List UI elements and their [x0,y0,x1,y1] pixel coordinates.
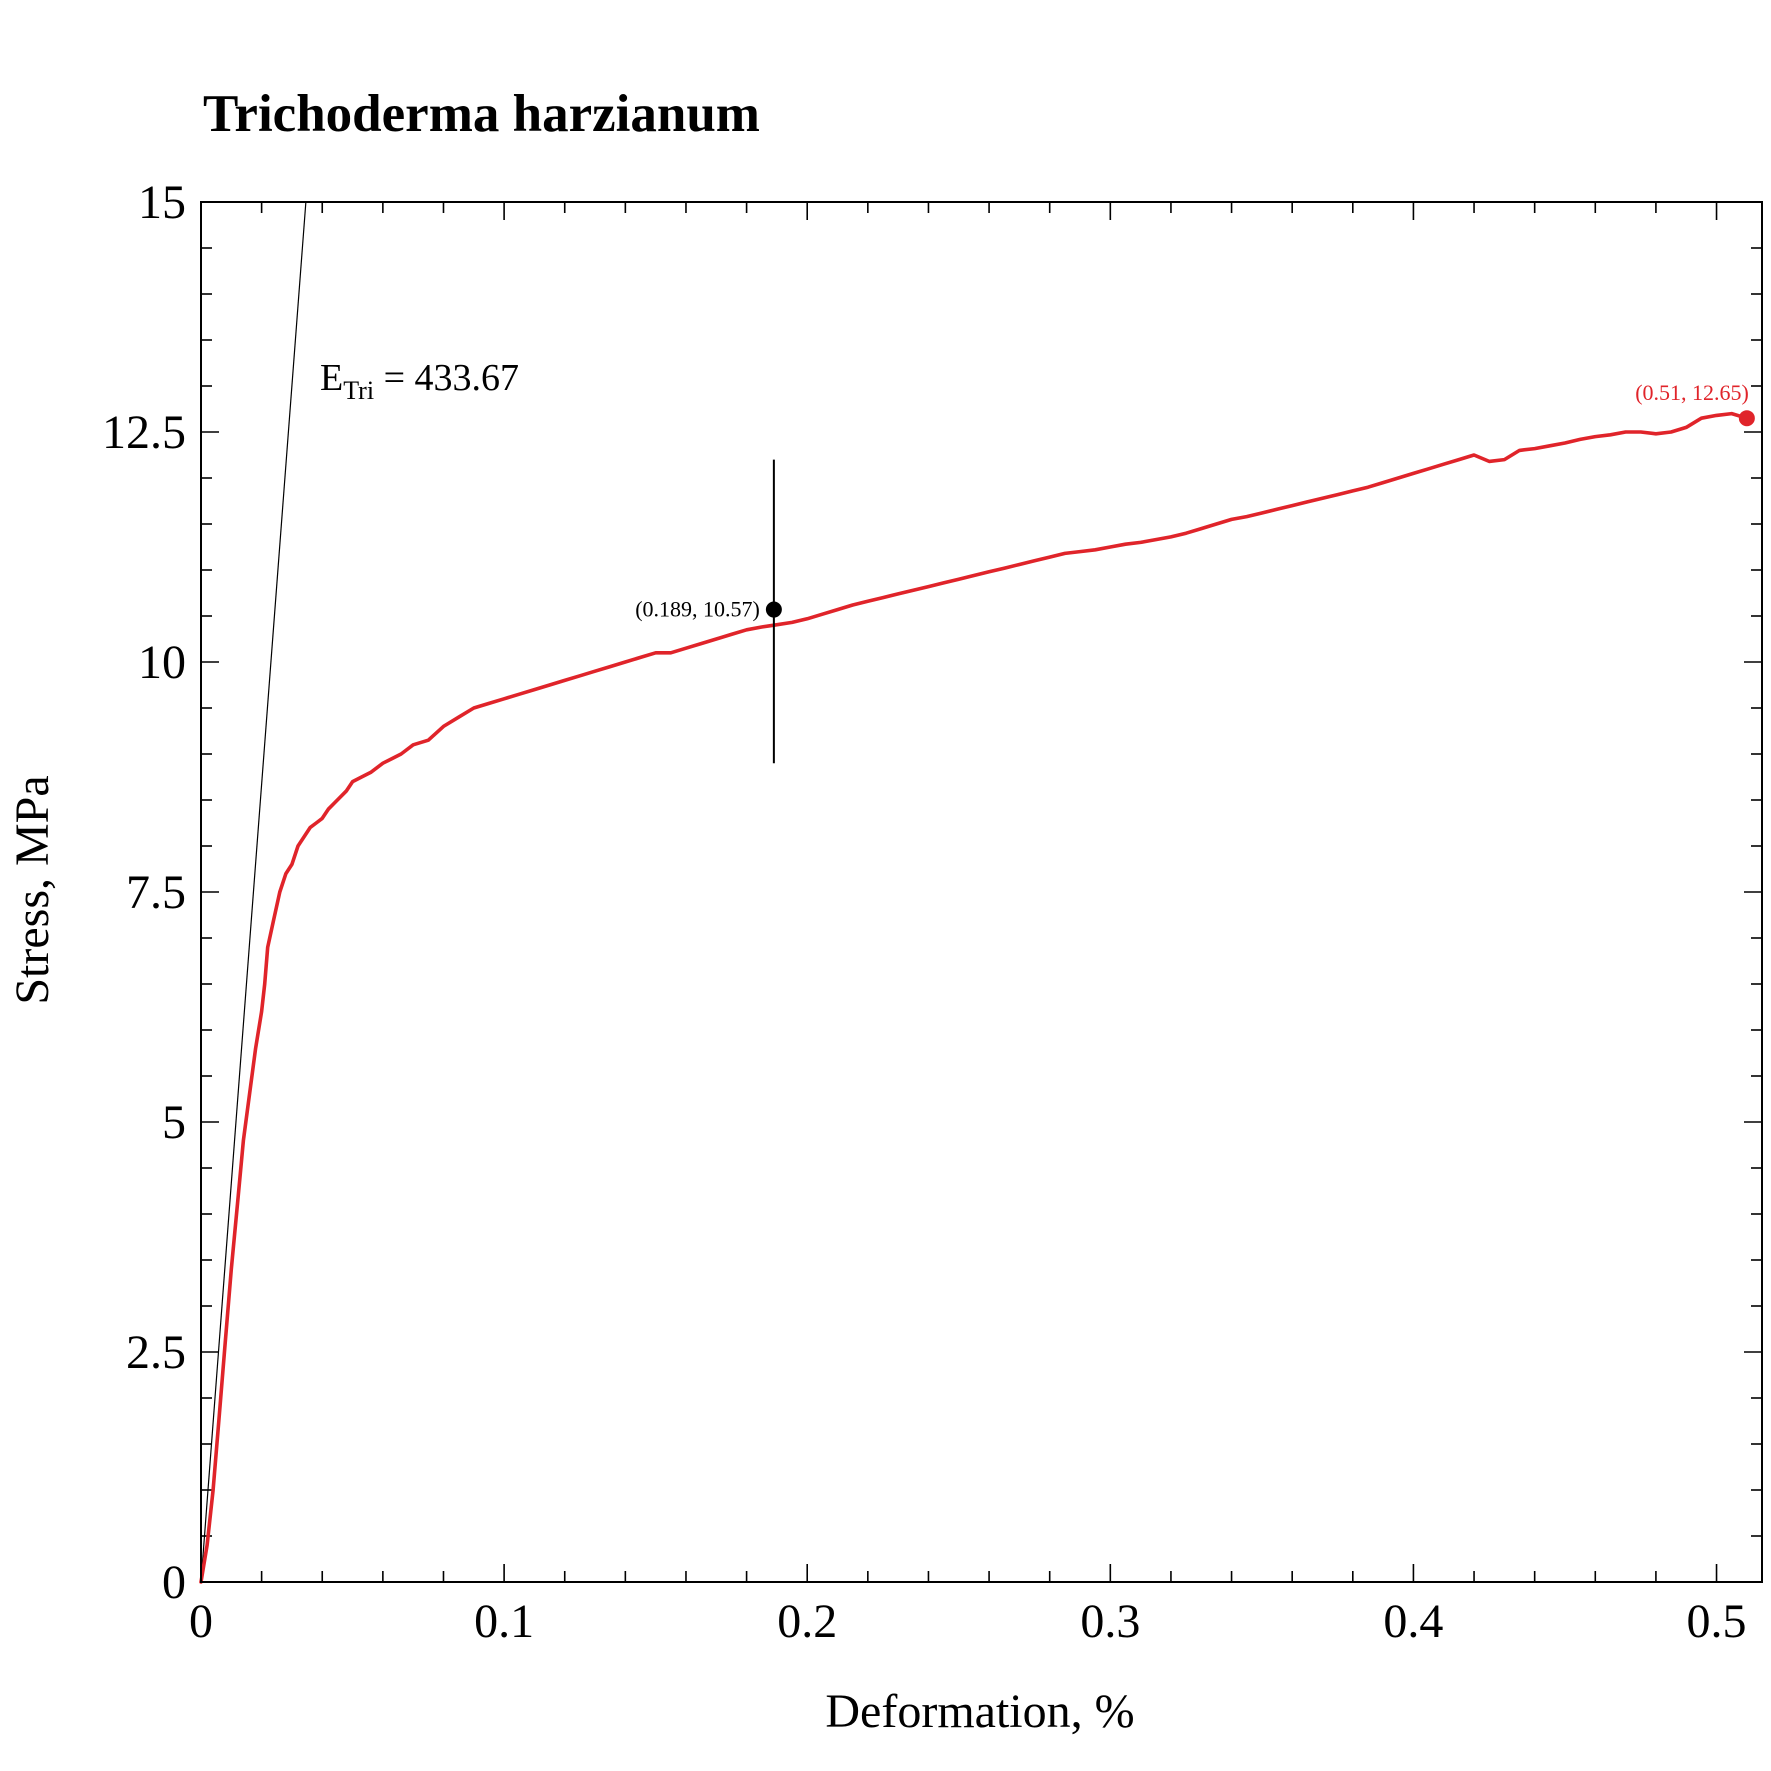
y-tick-label: 7.5 [126,866,186,919]
yield-point-marker [765,601,782,618]
yield-point-label: (0.189, 10.57) [635,597,760,622]
plot-content: (0.189, 10.57) (0.51, 12.65) [199,201,1755,1584]
x-axis-label: Deformation, % [825,1685,1134,1738]
axis-ticks [200,201,1762,1583]
x-tick-label: 0.4 [1383,1595,1443,1648]
x-tick-label: 0.1 [474,1595,534,1648]
y-tick-label: 15 [138,176,186,229]
max-point-label: (0.51, 12.65) [1635,380,1749,405]
max-point-marker [1738,410,1755,427]
y-tick-label: 12.5 [102,406,186,459]
stress-curve [199,411,1749,1584]
modulus-subscript: Tri [343,376,374,405]
y-tick-label: 2.5 [126,1326,186,1379]
x-tick-label: 0.3 [1080,1595,1140,1648]
modulus-value: = 433.67 [374,357,519,399]
x-tick-label: 0.2 [777,1595,837,1648]
axis-tick-labels: 0 0.1 0.2 0.3 0.4 0.5 0 2.5 5 7.5 10 12.5 15 [102,176,1747,1648]
plot-frame [200,201,1763,1583]
y-tick-label: 5 [162,1096,186,1149]
x-tick-label: 0.5 [1687,1595,1747,1648]
y-tick-label: 0 [162,1556,186,1609]
modulus-fit-line [200,201,307,1583]
y-tick-label: 10 [138,636,186,689]
chart-title: Trichoderma harzianum [203,85,760,143]
modulus-symbol: E [320,357,343,399]
modulus-annotation: ETri = 433.67 [320,357,519,405]
y-axis-label: Stress, MPa [6,775,59,1004]
x-tick-label: 0 [189,1595,213,1648]
